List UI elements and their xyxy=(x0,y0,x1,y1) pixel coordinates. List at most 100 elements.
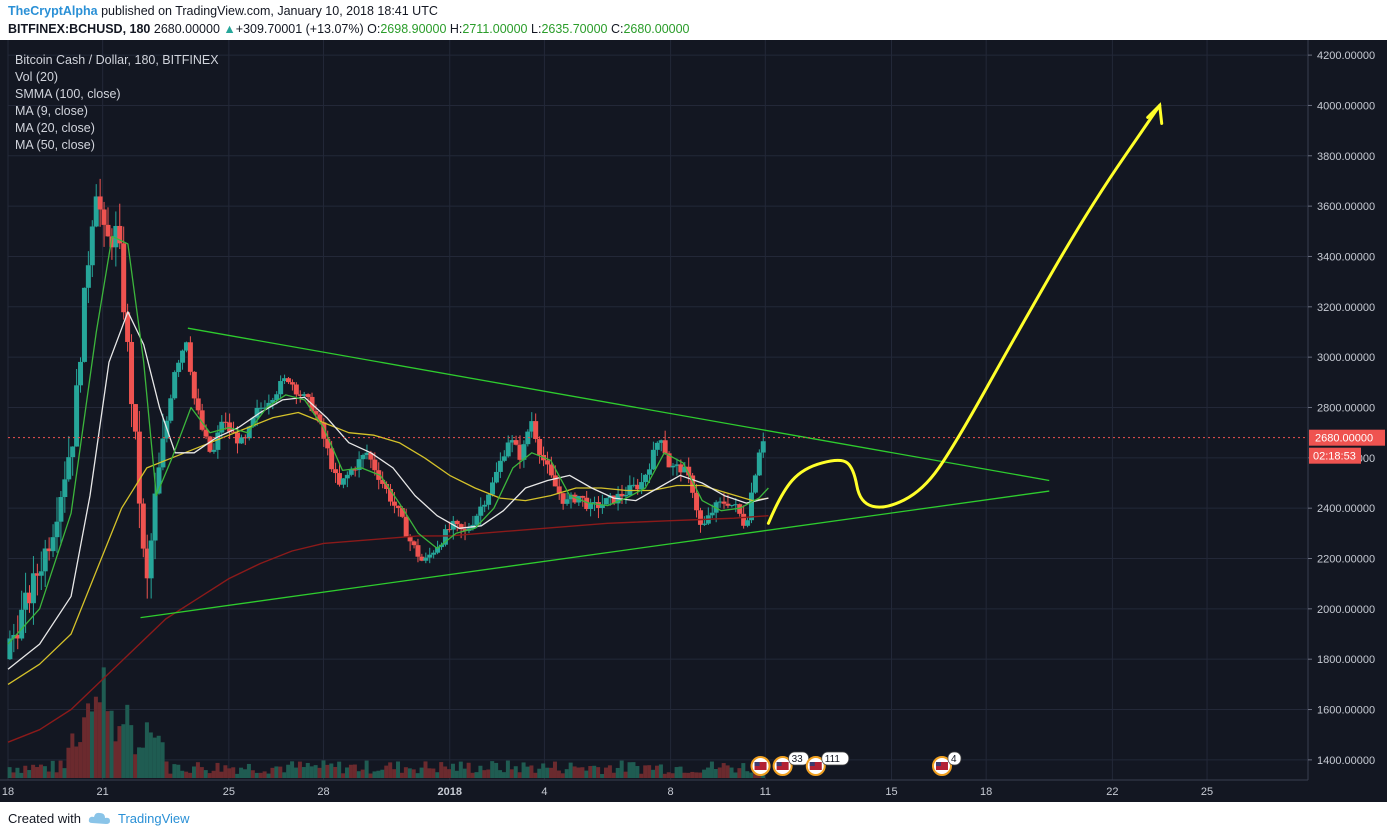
volume-bar xyxy=(525,766,530,778)
volume-bar xyxy=(23,765,28,778)
volume-bar xyxy=(74,746,79,778)
chart-area[interactable]: 33 111 4 4200.00000 4000.00000 3800.00000 3600… xyxy=(0,40,1387,802)
tradingview-cloud-icon xyxy=(88,812,110,824)
candle-body xyxy=(384,483,390,489)
candle-body xyxy=(682,466,688,473)
candle-body xyxy=(140,503,146,549)
volume-bar xyxy=(494,762,499,778)
candle-body xyxy=(262,407,268,409)
volume-bar xyxy=(333,766,338,778)
volume-bar xyxy=(749,772,754,778)
volume-bar xyxy=(537,768,542,778)
legend-title: Bitcoin Cash / Dollar, 180, BITFINEX xyxy=(15,53,219,67)
volume-bar xyxy=(235,773,240,778)
legend-smma100[interactable]: SMMA (100, close) xyxy=(15,87,121,101)
volume-bar xyxy=(478,765,483,778)
volume-bar xyxy=(651,769,656,778)
candle-body xyxy=(125,312,131,342)
candle-body xyxy=(411,541,417,546)
event-count-label: 111 xyxy=(825,754,841,765)
volume-bar xyxy=(560,773,565,778)
candle-body xyxy=(329,448,335,470)
candle-body xyxy=(172,372,178,399)
candle-body xyxy=(737,504,743,514)
volume-bar xyxy=(588,766,593,778)
candle-body xyxy=(391,501,397,506)
volume-bar xyxy=(313,765,318,778)
volume-bar xyxy=(439,762,444,778)
candle-body xyxy=(639,482,645,490)
legend-ma9[interactable]: MA (9, close) xyxy=(15,104,88,118)
candle-body xyxy=(588,502,594,510)
candle-body xyxy=(30,573,36,604)
volume-bar xyxy=(658,764,663,778)
candle-body xyxy=(254,407,260,418)
candle-body xyxy=(117,225,123,244)
volume-bar xyxy=(148,732,153,778)
volume-bar xyxy=(219,771,224,778)
candle-body xyxy=(733,504,739,506)
candle-body xyxy=(486,494,492,505)
candle-body xyxy=(336,473,342,485)
ohlc-line: BITFINEX:BCHUSD, 180 2680.00000 ▲+309.70… xyxy=(8,22,690,36)
volume-bar xyxy=(191,766,196,778)
x-tick-label: 8 xyxy=(668,786,674,798)
low-label: L: xyxy=(531,22,542,36)
volume-bar xyxy=(733,772,738,778)
volume-bar xyxy=(717,767,722,778)
candle-body xyxy=(599,504,605,508)
volume-bar xyxy=(70,733,75,778)
high-value: 2711.00000 xyxy=(462,22,528,36)
author-link[interactable]: TheCryptAlpha xyxy=(8,4,98,18)
candle-body xyxy=(356,459,362,470)
volume-bar xyxy=(498,770,503,778)
volume-bar xyxy=(117,726,122,778)
volume-bar xyxy=(137,747,142,778)
volume-bar xyxy=(392,769,397,778)
volume-bar xyxy=(513,766,518,778)
volume-bar xyxy=(470,772,475,778)
candle-body xyxy=(658,440,664,443)
volume-bar xyxy=(380,769,385,778)
volume-bar xyxy=(152,737,157,778)
volume-bar xyxy=(97,702,102,778)
volume-bar xyxy=(458,761,463,778)
legend-vol[interactable]: Vol (20) xyxy=(15,70,59,84)
candle-body xyxy=(317,414,323,423)
candle-body xyxy=(745,520,751,526)
volume-bar xyxy=(419,767,424,778)
legend-ma20[interactable]: MA (20, close) xyxy=(15,121,95,135)
volume-bar xyxy=(607,765,612,778)
candle-body xyxy=(325,438,331,449)
volume-bar xyxy=(86,703,91,778)
candle-body xyxy=(568,494,574,500)
candle-body xyxy=(234,432,240,444)
y-tick-label: 2200.00000 xyxy=(1317,554,1375,566)
volume-bar xyxy=(321,760,326,778)
open-value: 2698.90000 xyxy=(380,22,447,36)
volume-bar xyxy=(509,769,514,778)
event-marker xyxy=(750,756,771,776)
volume-bar xyxy=(129,725,134,778)
volume-bar xyxy=(631,762,636,778)
candle-body xyxy=(81,287,87,362)
volume-bar xyxy=(407,768,412,778)
volume-bar xyxy=(270,767,275,778)
legend-ma50[interactable]: MA (50, close) xyxy=(15,138,95,152)
candle-body xyxy=(697,510,703,525)
tradingview-link[interactable]: TradingView xyxy=(118,811,190,826)
candle-body xyxy=(709,512,715,516)
volume-bar xyxy=(482,770,487,778)
y-axis-panel xyxy=(1308,40,1387,802)
event-count-badge xyxy=(947,751,962,766)
candle-body xyxy=(74,385,80,447)
last-price: 2680.00000 xyxy=(153,22,220,36)
y-tick-label: 3400.00000 xyxy=(1317,251,1375,263)
candle-body xyxy=(592,502,598,504)
last-price-tag-label: 2680.00000 xyxy=(1315,433,1373,445)
volume-bar xyxy=(337,761,342,778)
volume-bar xyxy=(447,769,452,778)
price-chart[interactable]: 33 111 4 4200.00000 4000.00000 3800.00000 3600… xyxy=(0,40,1387,802)
volume-bar xyxy=(654,765,659,778)
ma50-line xyxy=(7,411,769,685)
